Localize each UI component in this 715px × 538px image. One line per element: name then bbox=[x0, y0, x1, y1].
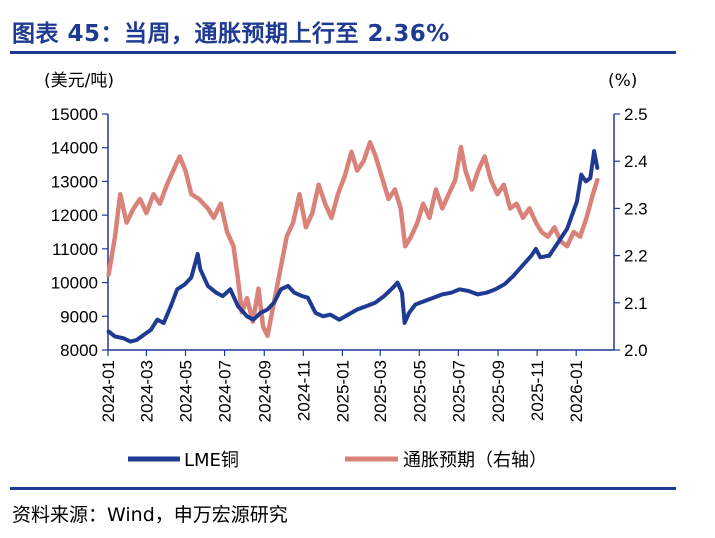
x-tick-label: 2025-01 bbox=[333, 360, 352, 422]
legend-label-inflation-expectation: 通胀预期（右轴） bbox=[403, 450, 547, 471]
legend-label-lme-copper: LME铜 bbox=[184, 450, 239, 471]
x-tick-label: 2024-01 bbox=[99, 360, 118, 422]
left-tick-label: 11000 bbox=[52, 240, 98, 259]
right-tick-label: 2.0 bbox=[624, 341, 648, 360]
left-tick-label: 9000 bbox=[60, 307, 98, 326]
right-axis-unit: (%) bbox=[608, 71, 637, 91]
x-axis-ticks: 2024-01 2024-03 2024-05 2024-07 2024-09 2024-… bbox=[99, 350, 586, 422]
x-tick-label: 2024-05 bbox=[177, 360, 196, 422]
right-tick-label: 2.2 bbox=[624, 247, 648, 266]
left-tick-label: 12000 bbox=[51, 206, 98, 225]
right-axis-ticks: 2.5 2.4 2.3 2.2 2.1 2.0 bbox=[614, 105, 648, 360]
x-tick-label: 2024-09 bbox=[255, 360, 274, 422]
left-axis-ticks: 15000 14000 13000 12000 11000 10000 9000 8000 bbox=[51, 105, 108, 360]
left-tick-label: 14000 bbox=[51, 139, 98, 158]
x-tick-label: 2025-11 bbox=[528, 360, 547, 421]
left-tick-label: 10000 bbox=[51, 274, 98, 293]
chart: (美元/吨) (%) 15000 14000 13000 12000 11000 1000… bbox=[44, 71, 648, 471]
title-rule bbox=[10, 51, 676, 54]
left-axis-unit: (美元/吨) bbox=[44, 71, 114, 91]
x-tick-label: 2025-07 bbox=[449, 360, 468, 422]
axes bbox=[107, 114, 615, 351]
x-tick-label: 2025-09 bbox=[489, 360, 508, 422]
right-tick-label: 2.4 bbox=[624, 152, 648, 171]
x-tick-label: 2025-03 bbox=[371, 360, 390, 422]
legend: LME铜 通胀预期（右轴） bbox=[128, 450, 547, 471]
x-tick-label: 2024-03 bbox=[137, 360, 156, 422]
right-tick-label: 2.1 bbox=[624, 294, 648, 313]
right-tick-label: 2.3 bbox=[624, 199, 648, 218]
x-tick-label: 2026-01 bbox=[567, 360, 586, 422]
series-layer bbox=[106, 140, 600, 344]
source-note: 资料来源：Wind，申万宏源研究 bbox=[12, 504, 288, 526]
right-tick-label: 2.5 bbox=[624, 105, 648, 124]
x-tick-label: 2025-05 bbox=[410, 360, 429, 422]
x-tick-label: 2024-11 bbox=[294, 360, 313, 421]
x-tick-label: 2024-07 bbox=[216, 360, 235, 422]
page-title: 图表 45：当周，通胀预期上行至 2.36% bbox=[12, 21, 450, 47]
series-line-inflation-expectation bbox=[106, 140, 600, 339]
left-tick-label: 15000 bbox=[51, 105, 98, 124]
source-rule bbox=[10, 487, 676, 490]
series-line-lme-copper bbox=[106, 149, 600, 344]
left-tick-label: 8000 bbox=[60, 341, 98, 360]
left-tick-label: 13000 bbox=[51, 172, 98, 191]
